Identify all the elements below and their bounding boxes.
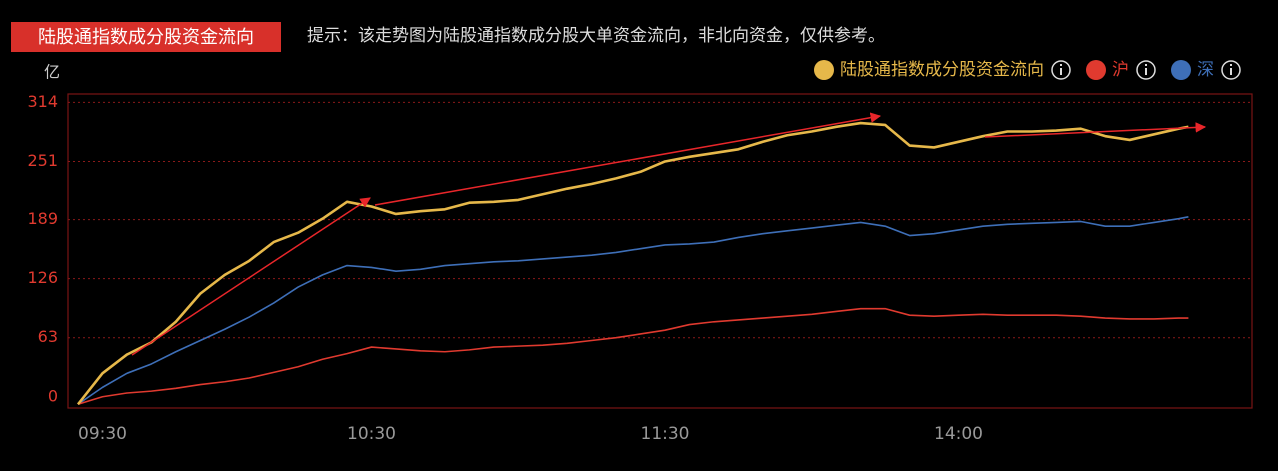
y-tick-label: 63 xyxy=(38,327,58,346)
y-tick-label: 126 xyxy=(27,268,58,287)
chart-subtitle: 提示：该走势图为陆股通指数成分股大单资金流向，非北向资金，仅供参考。 xyxy=(307,26,885,46)
y-tick-label: 251 xyxy=(27,151,58,170)
plot-frame xyxy=(67,93,1253,409)
legend-label: 陆股通指数成分股资金流向 xyxy=(840,60,1044,80)
info-bar xyxy=(1230,68,1232,75)
legend-swatch xyxy=(1171,60,1191,80)
trend-arrow xyxy=(984,122,1207,138)
x-tick-label: 11:30 xyxy=(641,424,690,444)
x-tick-label: 09:30 xyxy=(78,424,127,444)
legend-label: 沪 xyxy=(1112,60,1129,80)
info-circle xyxy=(1051,60,1071,80)
legend-swatch xyxy=(1086,60,1106,80)
x-tick-label: 10:30 xyxy=(347,424,396,444)
info-icon xyxy=(1136,60,1156,80)
series-line xyxy=(76,121,1189,406)
y-axis-label: 亿 xyxy=(44,63,60,82)
info-bar xyxy=(1060,68,1062,75)
legend-item: 深 xyxy=(1171,60,1241,80)
info-icon xyxy=(1051,60,1071,80)
series-line xyxy=(77,216,1189,405)
y-tick-label: 314 xyxy=(27,92,58,111)
annotation-arrows xyxy=(131,112,1207,356)
info-dot xyxy=(1145,64,1147,66)
legend-label: 深 xyxy=(1197,60,1214,80)
info-circle xyxy=(1136,60,1156,80)
title-badge xyxy=(11,22,281,52)
info-dot xyxy=(1060,64,1062,66)
info-circle xyxy=(1221,60,1241,80)
trend-arrow xyxy=(374,112,882,206)
x-tick-label: 14:00 xyxy=(934,424,983,444)
info-bar xyxy=(1145,68,1147,75)
series-line xyxy=(77,307,1189,406)
info-dot xyxy=(1230,64,1232,66)
legend-item: 陆股通指数成分股资金流向 xyxy=(814,60,1071,80)
legend: 深 沪 陆股通指数成分股资金流向 xyxy=(814,60,1241,80)
chart-title: 陆股通指数成分股资金流向 xyxy=(38,27,254,48)
y-tick-label: 189 xyxy=(27,209,58,228)
legend-swatch xyxy=(814,60,834,80)
y-tick-label: 0 xyxy=(48,386,58,405)
trend-arrow xyxy=(131,197,371,356)
info-icon xyxy=(1221,60,1241,80)
legend-item: 沪 xyxy=(1086,60,1156,80)
